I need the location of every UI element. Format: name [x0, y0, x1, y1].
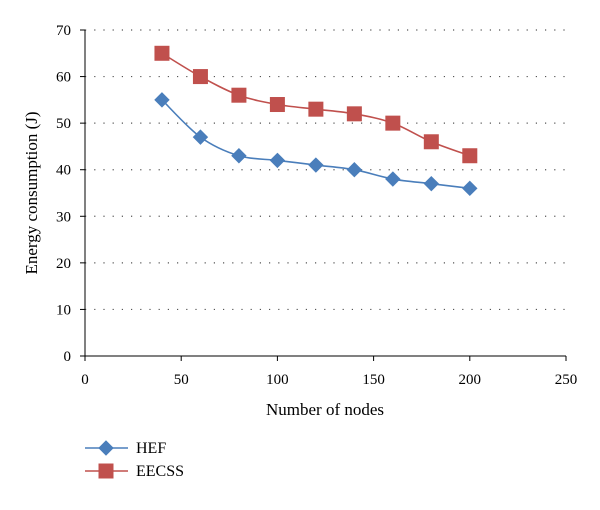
data-point-hef-160 [385, 171, 401, 187]
data-point-eecss-120 [308, 101, 324, 117]
y-tick-label-50: 50 [56, 116, 71, 132]
y-tick-label-0: 0 [64, 349, 72, 365]
y-tick-label-20: 20 [56, 256, 71, 272]
legend: HEF EECSS [85, 440, 184, 480]
data-point-eecss-200 [462, 148, 478, 164]
legend-label-hef: HEF [136, 440, 166, 457]
x-axis-title: Number of nodes [266, 400, 384, 419]
data-point-hef-100 [269, 152, 286, 169]
series-layer [154, 45, 478, 197]
data-point-hef-120 [308, 157, 324, 173]
data-point-eecss-80 [231, 87, 247, 103]
legend-item-hef: HEF [85, 440, 166, 457]
x-tick-label-100: 100 [266, 372, 289, 388]
x-tick-label-0: 0 [81, 372, 89, 388]
x-tick-label-150: 150 [362, 372, 385, 388]
y-tick-label-70: 70 [56, 23, 71, 39]
axes-layer: 0 10 20 30 40 50 60 70 0 50 100 150 200 250 [56, 23, 577, 388]
x-tick-label-250: 250 [555, 372, 578, 388]
data-point-eecss-60 [192, 69, 208, 85]
legend-marker-hef [98, 440, 114, 456]
data-point-hef-40 [154, 92, 170, 108]
series-eecss [154, 45, 478, 164]
legend-item-eecss: EECSS [85, 463, 184, 480]
data-point-hef-200 [462, 180, 478, 197]
x-tick-label-200: 200 [459, 372, 482, 388]
x-tick-label-50: 50 [174, 372, 189, 388]
y-tick-label-60: 60 [56, 70, 71, 86]
data-point-hef-140 [346, 162, 363, 178]
data-point-eecss-40 [154, 45, 170, 61]
y-tick-label-40: 40 [56, 163, 71, 179]
data-point-eecss-100 [269, 97, 285, 113]
y-axis-title: Energy consumption (J) [22, 111, 41, 274]
series-hef [154, 92, 478, 197]
y-tick-label-10: 10 [56, 302, 71, 318]
legend-marker-eecss [98, 463, 114, 479]
data-point-eecss-140 [346, 106, 362, 122]
data-point-hef-80 [231, 148, 247, 164]
data-point-eecss-160 [385, 115, 401, 131]
data-point-eecss-180 [423, 134, 439, 150]
y-tick-label-30: 30 [56, 209, 71, 225]
legend-label-eecss: EECSS [136, 463, 184, 480]
data-point-hef-60 [192, 129, 209, 145]
grid-layer [85, 29, 566, 311]
data-point-hef-180 [423, 175, 440, 192]
